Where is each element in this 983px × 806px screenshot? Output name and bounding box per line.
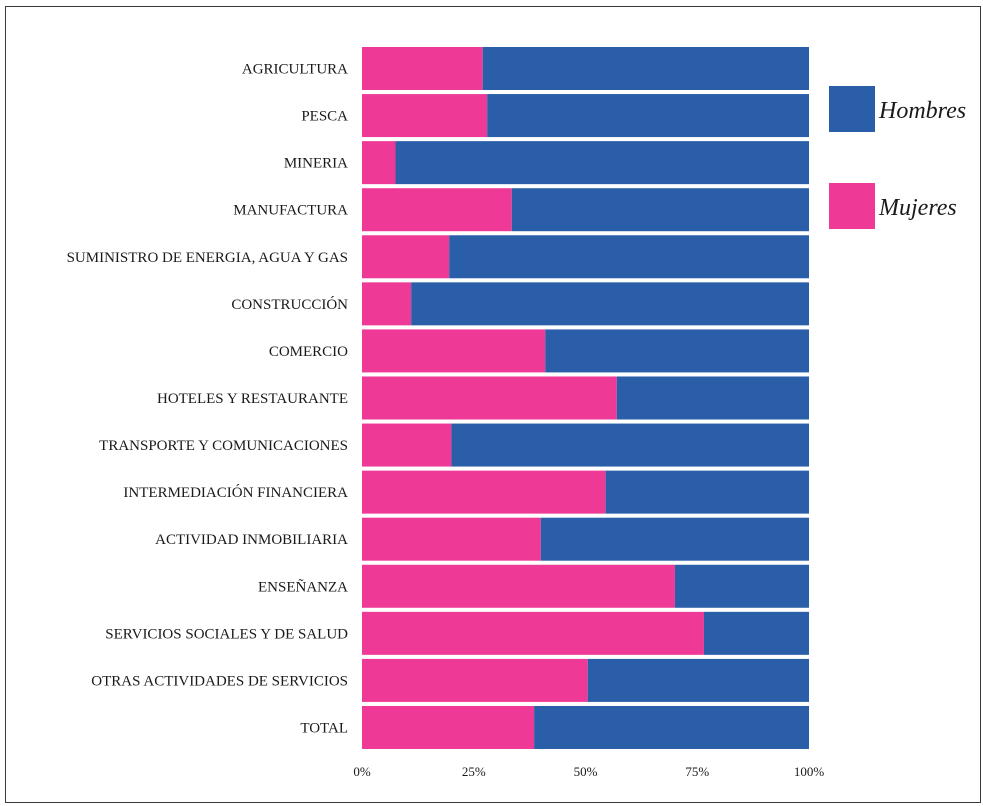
bar-mujeres-8: [362, 423, 452, 467]
x-tick-label: 100%: [794, 764, 825, 779]
category-label: OTRAS ACTIVIDADES DE SERVICIOS: [91, 673, 348, 689]
category-label: TRANSPORTE Y COMUNICACIONES: [99, 438, 348, 454]
category-label: ACTIVIDAD INMOBILIARIA: [155, 532, 348, 548]
bar-hombres-1: [487, 94, 809, 138]
category-label: MINERIA: [284, 156, 348, 172]
bar-mujeres-0: [362, 47, 483, 90]
bar-mujeres-5: [362, 282, 412, 326]
bar-mujeres-10: [362, 517, 541, 561]
category-label: HOTELES Y RESTAURANTE: [157, 391, 348, 407]
bars-layer: [362, 47, 810, 749]
category-label: MANUFACTURA: [233, 203, 348, 219]
x-tick-label: 75%: [685, 764, 709, 779]
bar-mujeres-1: [362, 94, 488, 138]
category-label: CONSTRUCCIÓN: [231, 296, 348, 313]
category-label: ENSEÑANZA: [258, 579, 348, 595]
legend: Hombres Mujeres: [829, 86, 966, 229]
category-label: SUMINISTRO DE ENERGIA, AGUA Y GAS: [67, 250, 348, 266]
legend-label-mujeres: Mujeres: [878, 195, 957, 221]
bar-hombres-8: [451, 423, 809, 467]
bar-mujeres-14: [362, 705, 535, 749]
bar-mujeres-6: [362, 329, 546, 373]
x-axis-ticks: 0% 25% 50% 75% 100%: [353, 764, 824, 779]
bar-mujeres-11: [362, 564, 675, 608]
bar-mujeres-13: [362, 658, 588, 702]
bar-hombres-6: [545, 329, 809, 373]
bar-mujeres-4: [362, 235, 450, 279]
bar-mujeres-2: [362, 141, 396, 185]
x-tick-label: 50%: [574, 764, 598, 779]
category-label: AGRICULTURA: [242, 62, 348, 78]
bar-hombres-7: [616, 376, 809, 420]
bar-hombres-5: [411, 282, 809, 326]
category-label: COMERCIO: [269, 344, 348, 360]
bar-mujeres-3: [362, 188, 512, 232]
bar-hombres-0: [482, 47, 809, 90]
bar-hombres-4: [449, 235, 810, 279]
category-label: SERVICIOS SOCIALES Y DE SALUD: [105, 626, 348, 642]
category-labels: AGRICULTURA PESCA MINERIA MANUFACTURA SUMINI…: [67, 62, 349, 737]
bar-hombres-2: [395, 141, 809, 185]
x-tick-label: 0%: [353, 764, 371, 779]
bar-hombres-3: [511, 188, 809, 232]
bar-hombres-11: [674, 564, 809, 608]
category-label: TOTAL: [300, 720, 348, 736]
bar-hombres-9: [605, 470, 810, 514]
legend-swatch-hombres: [829, 86, 875, 132]
bar-mujeres-9: [362, 470, 606, 514]
category-label: PESCA: [301, 109, 348, 125]
bar-mujeres-12: [362, 611, 704, 655]
bar-hombres-14: [534, 705, 809, 749]
x-tick-label: 25%: [462, 764, 486, 779]
legend-label-hombres: Hombres: [878, 98, 966, 124]
bar-mujeres-7: [362, 376, 617, 420]
category-label: INTERMEDIACIÓN FINANCIERA: [123, 484, 348, 501]
bar-hombres-10: [540, 517, 809, 561]
bar-hombres-13: [587, 658, 809, 702]
legend-swatch-mujeres: [829, 183, 875, 229]
bar-hombres-12: [703, 611, 809, 655]
